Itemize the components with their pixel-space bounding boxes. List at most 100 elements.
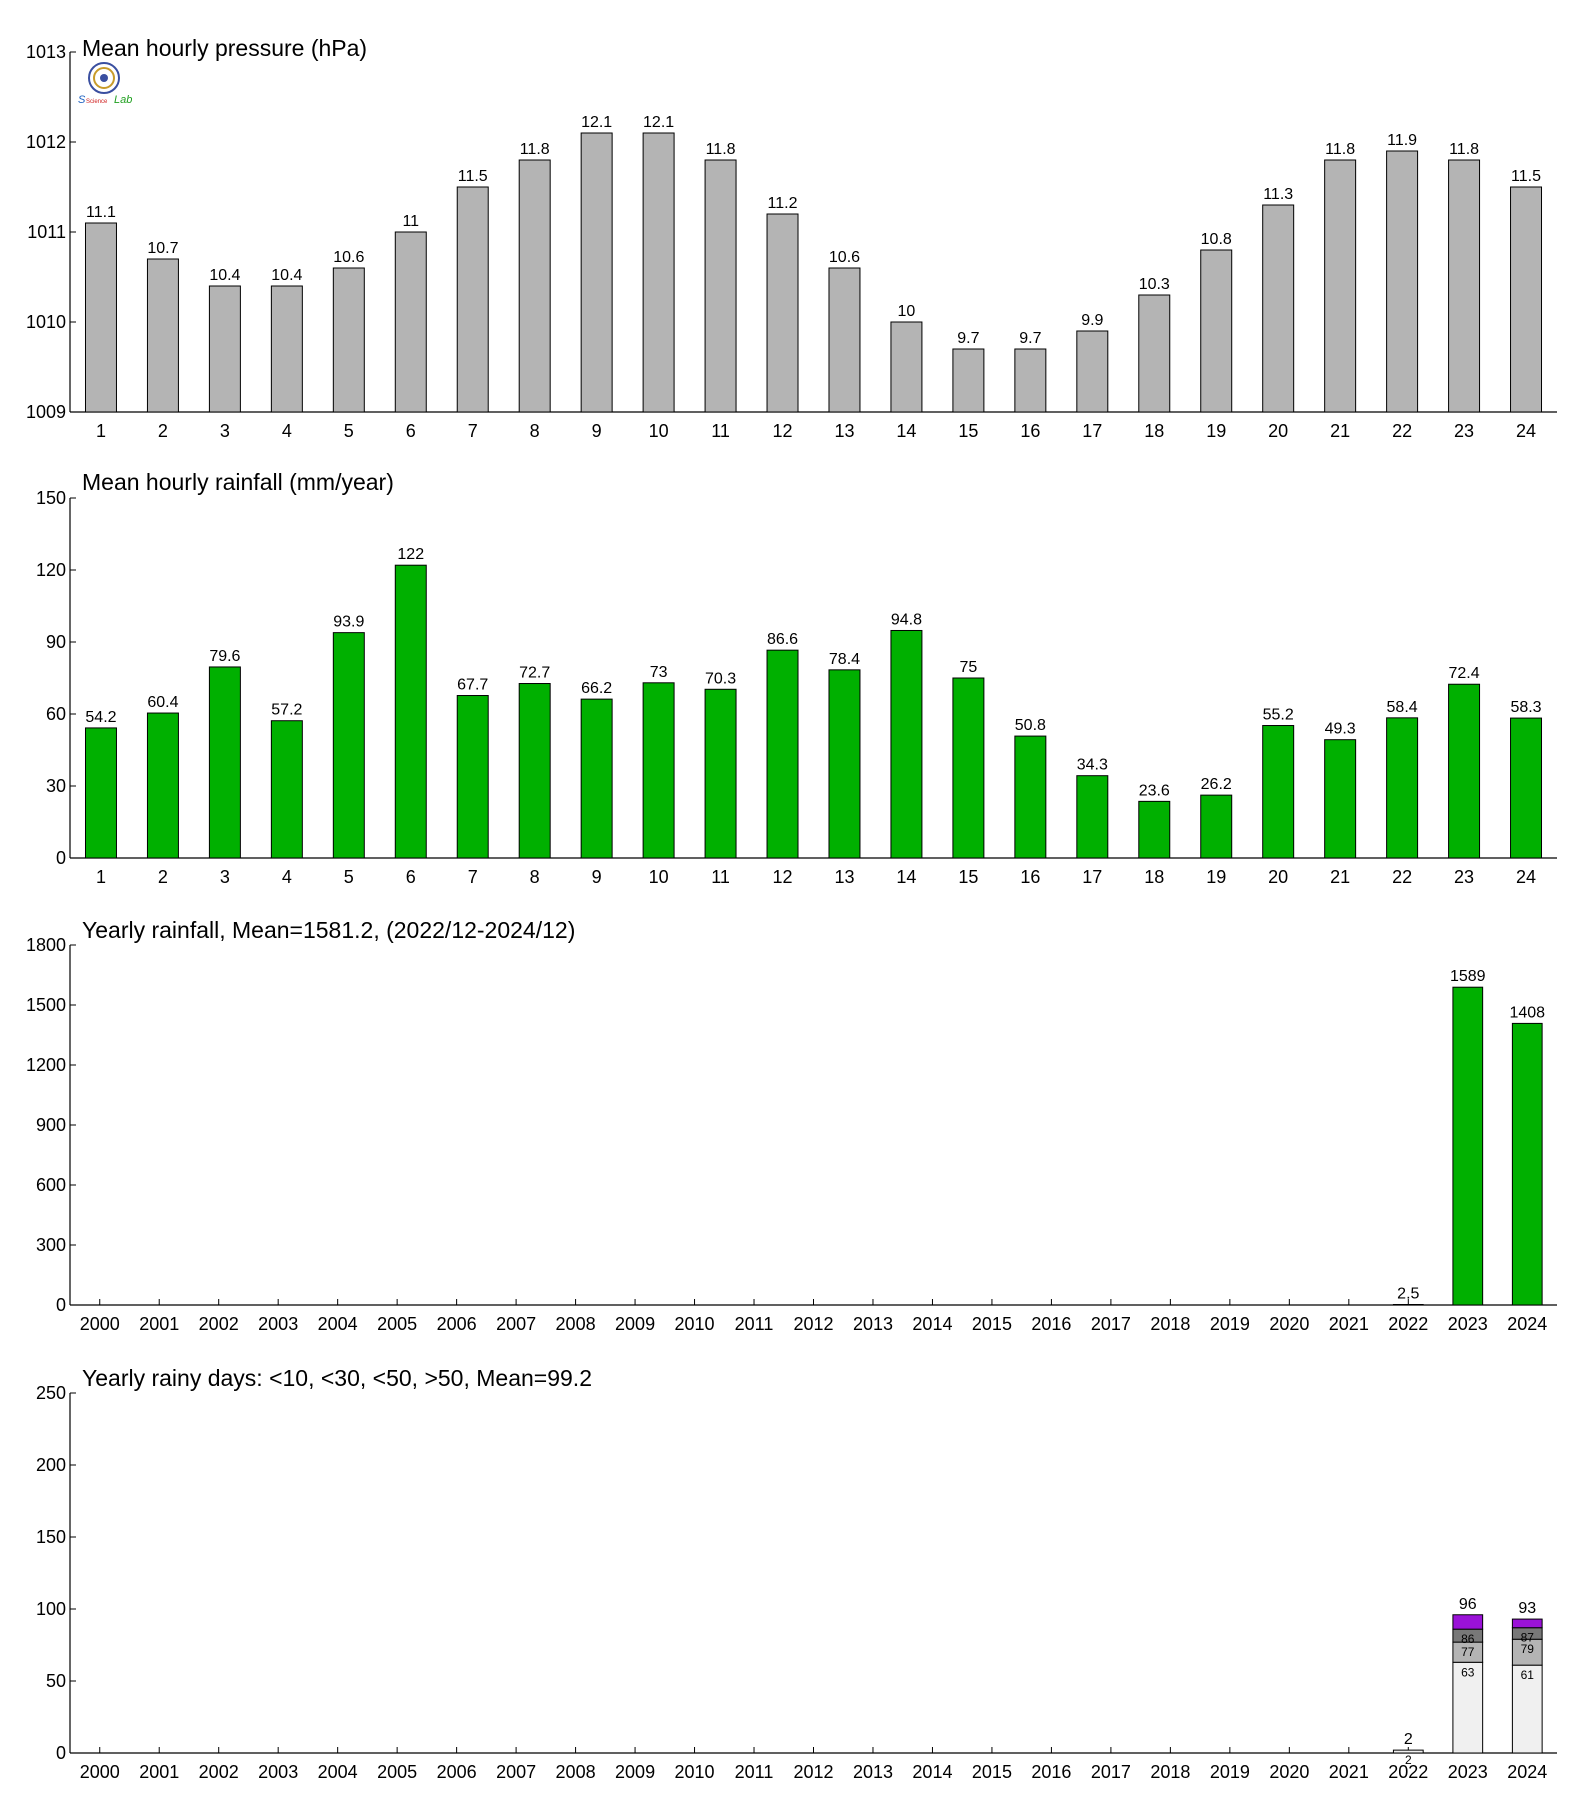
pressure-value-label: 11.8 — [1449, 141, 1479, 158]
hourly-rainfall-bar — [705, 689, 736, 858]
hourly-rainfall-x-tick-label: 13 — [834, 867, 854, 887]
pressure-value-label: 11.2 — [768, 195, 798, 212]
pressure-bar — [1077, 331, 1108, 412]
pressure-value-label: 10.7 — [147, 240, 178, 257]
yearly-rainfall-x-tick-label: 2016 — [1031, 1314, 1071, 1334]
pressure-x-tick-label: 2 — [158, 421, 168, 441]
hourly-rainfall-value-label: 57.2 — [271, 702, 302, 719]
yearly-rainfall-x-tick-label: 2022 — [1388, 1314, 1428, 1334]
pressure-x-tick-label: 18 — [1144, 421, 1164, 441]
rainy-days-x-tick-label: 2017 — [1091, 1762, 1131, 1782]
hourly-rainfall-value-label: 55.2 — [1263, 707, 1294, 724]
rainy-days-y-tick-label: 200 — [36, 1455, 66, 1475]
yearly-rainy-days-chart-title: Yearly rainy days: <10, <30, <50, >50, M… — [82, 1365, 592, 1391]
yearly-rainfall-x-tick-label: 2013 — [853, 1314, 893, 1334]
pressure-bar — [209, 286, 240, 412]
hourly-rainfall-bar — [209, 667, 240, 858]
hourly-rainfall-value-label: 58.4 — [1387, 699, 1418, 716]
rainy-days-x-tick-label: 2012 — [793, 1762, 833, 1782]
rainy-days-x-tick-label: 2011 — [735, 1762, 774, 1782]
rainy-days-x-tick-label: 2009 — [615, 1762, 655, 1782]
yearly-rainfall-x-tick-label: 2004 — [318, 1314, 358, 1334]
yearly-rainfall-y-tick-label: 900 — [36, 1115, 66, 1135]
hourly-rainfall-value-label: 75 — [959, 659, 977, 676]
pressure-bar — [147, 259, 178, 412]
pressure-value-label: 9.9 — [1081, 312, 1103, 329]
rainy-days-x-tick-label: 2008 — [556, 1762, 596, 1782]
pressure-x-tick-label: 15 — [958, 421, 978, 441]
yearly-rainfall-value-label: 1589 — [1450, 968, 1486, 985]
pressure-value-label: 10.4 — [271, 267, 302, 284]
yearly-rainfall-bar — [1393, 1305, 1423, 1306]
svg-text:S: S — [78, 94, 86, 106]
hourly-rainfall-x-tick-label: 23 — [1454, 867, 1474, 887]
yearly-rainfall-x-tick-label: 2003 — [258, 1314, 298, 1334]
hourly-rainfall-value-label: 26.2 — [1201, 776, 1232, 793]
pressure-x-tick-label: 3 — [220, 421, 230, 441]
hourly-rainfall-value-label: 23.6 — [1139, 782, 1170, 799]
rainy-days-x-tick-label: 2018 — [1150, 1762, 1190, 1782]
pressure-x-tick-label: 10 — [649, 421, 669, 441]
rainy-days-x-tick-label: 2015 — [972, 1762, 1012, 1782]
hourly-rainfall-bar — [1449, 684, 1480, 858]
hourly-rainfall-bar — [1201, 795, 1232, 858]
chart-canvas: Mean hourly pressure (hPa) S Science Lab… — [0, 0, 1580, 1800]
hourly-rainfall-value-label: 60.4 — [147, 694, 178, 711]
pressure-value-label: 9.7 — [957, 330, 979, 347]
pressure-value-label: 11.9 — [1387, 132, 1417, 149]
hourly-rainfall-x-tick-label: 11 — [711, 867, 730, 887]
hourly-rainfall-value-label: 70.3 — [705, 670, 736, 687]
hourly-rainfall-value-label: 49.3 — [1325, 721, 1356, 738]
rainy-days-y-tick-label: 50 — [46, 1671, 66, 1691]
pressure-x-tick-label: 16 — [1020, 421, 1040, 441]
pressure-x-tick-label: 12 — [773, 421, 793, 441]
rainy-days-x-tick-label: 2016 — [1031, 1762, 1071, 1782]
pressure-x-tick-label: 7 — [468, 421, 478, 441]
pressure-value-label: 10 — [898, 303, 916, 320]
yearly-rainfall-bar — [1512, 1023, 1542, 1305]
hourly-rainfall-bar — [581, 699, 612, 858]
rainy-days-y-tick-label: 150 — [36, 1527, 66, 1547]
logo-seal-icon: S Science Lab — [78, 63, 132, 106]
yearly-rainfall-y-tick-label: 300 — [36, 1235, 66, 1255]
hourly-rainfall-x-tick-label: 1 — [96, 867, 106, 887]
yearly-rainfall-x-tick-label: 2009 — [615, 1314, 655, 1334]
rainy-days-total-label: 93 — [1518, 1600, 1536, 1617]
hourly-rainfall-bar — [829, 670, 860, 858]
hourly-rainfall-x-tick-label: 14 — [896, 867, 916, 887]
yearly-rainfall-x-tick-label: 2015 — [972, 1314, 1012, 1334]
pressure-bar — [1511, 187, 1542, 412]
pressure-value-label: 12.1 — [581, 114, 612, 131]
rainy-days-x-tick-label: 2003 — [258, 1762, 298, 1782]
hourly-rainfall-x-tick-label: 15 — [958, 867, 978, 887]
hourly-rainfall-value-label: 93.9 — [333, 614, 364, 631]
pressure-value-label: 11.1 — [86, 204, 116, 221]
rainy-days-x-tick-label: 2020 — [1269, 1762, 1309, 1782]
hourly-rainfall-value-label: 67.7 — [457, 677, 488, 694]
pressure-bar — [891, 322, 922, 412]
rainy-days-x-tick-label: 2019 — [1210, 1762, 1250, 1782]
pressure-bar — [85, 223, 116, 412]
pressure-bar — [953, 349, 984, 412]
pressure-bar — [271, 286, 302, 412]
pressure-x-tick-label: 19 — [1206, 421, 1226, 441]
yearly-rainfall-x-tick-label: 2006 — [437, 1314, 477, 1334]
hourly-rainfall-x-tick-label: 7 — [468, 867, 478, 887]
rainy-days-segment-label: 63 — [1461, 1665, 1475, 1679]
pressure-chart-title: Mean hourly pressure (hPa) — [82, 35, 367, 61]
hourly-rainfall-y-tick-label: 150 — [36, 488, 66, 508]
hourly-rainfall-y-tick-label: 120 — [36, 560, 66, 580]
yearly-rainfall-y-tick-label: 1500 — [26, 995, 66, 1015]
pressure-bar — [1387, 151, 1418, 412]
rainy-days-x-tick-label: 2010 — [675, 1762, 715, 1782]
rainy-days-total-label: 96 — [1459, 1596, 1477, 1613]
hourly-rainfall-bar — [85, 728, 116, 858]
pressure-y-tick-label: 1011 — [27, 222, 66, 242]
pressure-x-tick-label: 23 — [1454, 421, 1474, 441]
hourly-rainfall-value-label: 66.2 — [581, 680, 612, 697]
yearly-rainfall-x-tick-label: 2018 — [1150, 1314, 1190, 1334]
rainy-days-stack-segment — [1512, 1619, 1542, 1628]
hourly-rainfall-x-tick-label: 5 — [344, 867, 354, 887]
rainy-days-y-tick-label: 250 — [36, 1383, 66, 1403]
hourly-rainfall-bar — [1263, 726, 1294, 858]
